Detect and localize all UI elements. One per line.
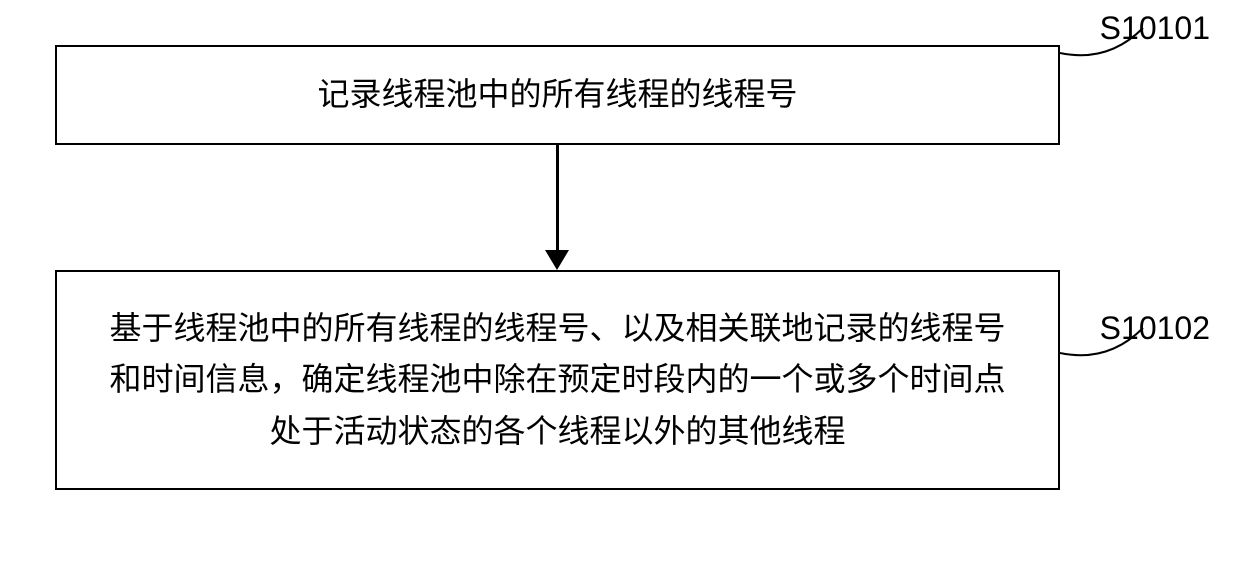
label-2-connector bbox=[1058, 318, 1148, 368]
step-1-text: 记录线程池中的所有线程的线程号 bbox=[317, 69, 797, 120]
flowchart-step-1: 记录线程池中的所有线程的线程号 bbox=[55, 45, 1060, 145]
edge-arrow-icon bbox=[545, 250, 569, 270]
step-2-text: 基于线程池中的所有线程的线程号、以及相关联地记录的线程号和时间信息，确定线程池中… bbox=[97, 303, 1018, 457]
label-1-connector bbox=[1058, 18, 1148, 68]
flowchart-container: 记录线程池中的所有线程的线程号 S10101 基于线程池中的所有线程的线程号、以… bbox=[0, 0, 1240, 561]
flowchart-step-2: 基于线程池中的所有线程的线程号、以及相关联地记录的线程号和时间信息，确定线程池中… bbox=[55, 270, 1060, 490]
edge-step1-step2-line bbox=[556, 145, 559, 255]
